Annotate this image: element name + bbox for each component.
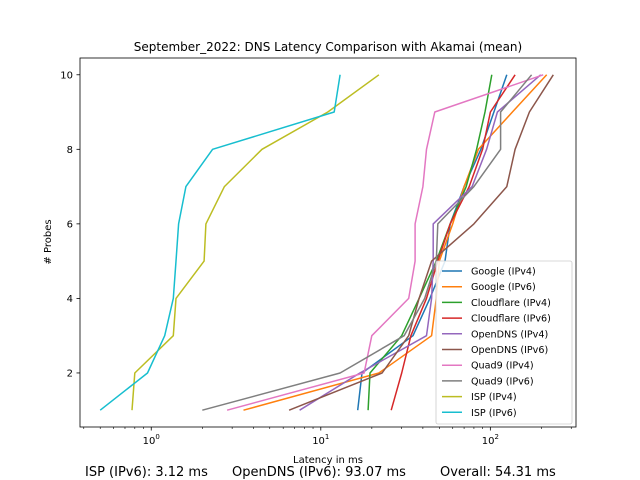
y-axis-ticks: 2 4 6 8 10 — [60, 70, 80, 379]
footer-opendns-ipv6: OpenDNS (IPv6): 93.07 ms — [232, 465, 406, 480]
legend-label: Google (IPv4) — [471, 267, 536, 278]
y-tick-label: 8 — [67, 145, 73, 156]
series-line-opendns-ipv4 — [299, 74, 542, 411]
legend-label: ISP (IPv4) — [471, 392, 517, 403]
y-tick-label: 10 — [60, 70, 73, 81]
series-line-cloudflare-ipv6 — [390, 74, 516, 411]
footer-isp-ipv6: ISP (IPv6): 3.12 ms — [85, 465, 208, 480]
y-tick-label: 2 — [67, 368, 73, 379]
legend-label: OpenDNS (IPv6) — [471, 345, 548, 356]
legend-label: Quad9 (IPv6) — [471, 376, 534, 387]
x-tick-label: 102 — [482, 433, 499, 447]
y-axis-label: # Probes — [43, 219, 54, 264]
legend-label: Cloudflare (IPv6) — [471, 314, 551, 325]
x-axis-label: Latency in ms — [293, 455, 363, 466]
legend: Google (IPv4) Google (IPv6) Cloudflare (IP… — [435, 260, 573, 425]
series-line-google-ipv6 — [243, 74, 548, 411]
series-line-google-ipv4 — [356, 74, 508, 411]
series-line-isp-ipv6 — [99, 74, 341, 411]
series-line-isp-ipv4 — [131, 74, 380, 411]
legend-label: Quad9 (IPv4) — [471, 361, 534, 372]
x-tick-label: 101 — [312, 433, 329, 447]
series-line-quad9-ipv4 — [226, 74, 544, 411]
legend-label: Cloudflare (IPv4) — [471, 298, 551, 309]
y-tick-label: 6 — [67, 219, 73, 230]
legend-label: OpenDNS (IPv4) — [471, 329, 548, 340]
summary-footer: ISP (IPv6): 3.12 ms OpenDNS (IPv6): 93.0… — [0, 465, 640, 480]
legend-box — [435, 260, 573, 425]
footer-overall: Overall: 54.31 ms — [440, 465, 556, 480]
x-axis-ticks: 100 101 102 — [83, 427, 572, 447]
y-tick-label: 4 — [67, 294, 73, 305]
legend-label: Google (IPv6) — [471, 282, 536, 293]
plot-lines — [99, 74, 554, 411]
legend-label: ISP (IPv6) — [471, 408, 517, 419]
series-line-opendns-ipv6 — [288, 74, 554, 411]
chart-title: September_2022: DNS Latency Comparison w… — [134, 40, 522, 54]
x-tick-label: 100 — [143, 433, 160, 447]
axes-frame — [79, 57, 577, 428]
series-line-quad9-ipv6 — [202, 74, 533, 411]
